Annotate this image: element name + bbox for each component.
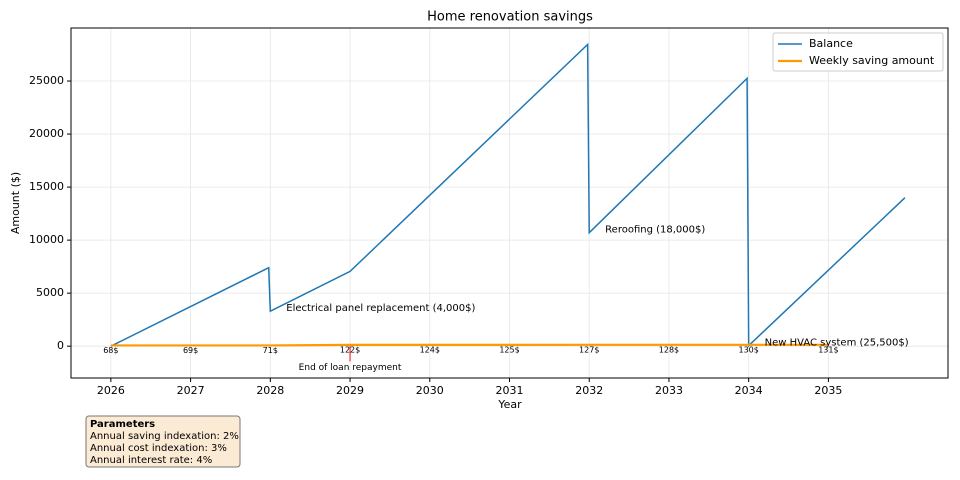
parameters-frame bbox=[85, 415, 241, 468]
x-tick-label: 2028 bbox=[256, 384, 284, 397]
annotation: Electrical panel replacement (4,000$) bbox=[286, 303, 475, 314]
parameters-box: Parameters Annual saving indexation: 2%A… bbox=[85, 415, 241, 468]
y-tick-label: 15000 bbox=[29, 180, 64, 193]
chart-title: Home renovation savings bbox=[427, 10, 593, 25]
x-tick-label: 2029 bbox=[336, 384, 364, 397]
parameter-line: Annual interest rate: 4% bbox=[90, 455, 212, 466]
y-tick-label: 10000 bbox=[29, 233, 64, 246]
y-tick-label: 25000 bbox=[29, 74, 64, 87]
parameter-line: Annual cost indexation: 3% bbox=[90, 443, 227, 454]
x-tick-label: 2033 bbox=[655, 384, 683, 397]
x-tick-label: 2026 bbox=[97, 384, 125, 397]
annotation: Reroofing (18,000$) bbox=[605, 225, 705, 236]
value-label: 131$ bbox=[818, 345, 838, 354]
y-tick-label: 5000 bbox=[36, 286, 64, 299]
value-label: 71$ bbox=[263, 346, 278, 355]
value-label: 125$ bbox=[499, 345, 519, 354]
value-label: 128$ bbox=[659, 345, 679, 354]
value-label: 127$ bbox=[579, 345, 599, 354]
legend-label: Weekly saving amount bbox=[809, 54, 935, 67]
annotation: New HVAC system (25,500$) bbox=[765, 337, 909, 348]
value-label: 68$ bbox=[103, 346, 118, 355]
series-line bbox=[110, 343, 829, 347]
parameters-title: Parameters bbox=[90, 419, 155, 430]
value-label: 130$ bbox=[739, 345, 759, 354]
series-line bbox=[110, 42, 906, 348]
legend-label: Balance bbox=[809, 37, 853, 50]
plot-frame bbox=[70, 27, 949, 379]
x-tick-label: 2032 bbox=[575, 384, 603, 397]
y-tick-label: 0 bbox=[57, 339, 64, 352]
x-tick-label: 2034 bbox=[735, 384, 763, 397]
annotation: End of loan repayment bbox=[299, 363, 402, 373]
y-tick-label: 20000 bbox=[29, 127, 64, 140]
x-tick-label: 2030 bbox=[416, 384, 444, 397]
x-tick-label: 2027 bbox=[177, 384, 205, 397]
y-axis-label: Amount ($) bbox=[9, 172, 22, 234]
value-label: 124$ bbox=[420, 345, 440, 354]
value-label: 69$ bbox=[183, 346, 198, 355]
parameter-line: Annual saving indexation: 2% bbox=[90, 431, 239, 442]
x-tick-label: 2031 bbox=[496, 384, 524, 397]
x-axis-label: Year bbox=[497, 398, 522, 411]
x-tick-label: 2035 bbox=[814, 384, 842, 397]
legend-frame bbox=[772, 32, 944, 72]
